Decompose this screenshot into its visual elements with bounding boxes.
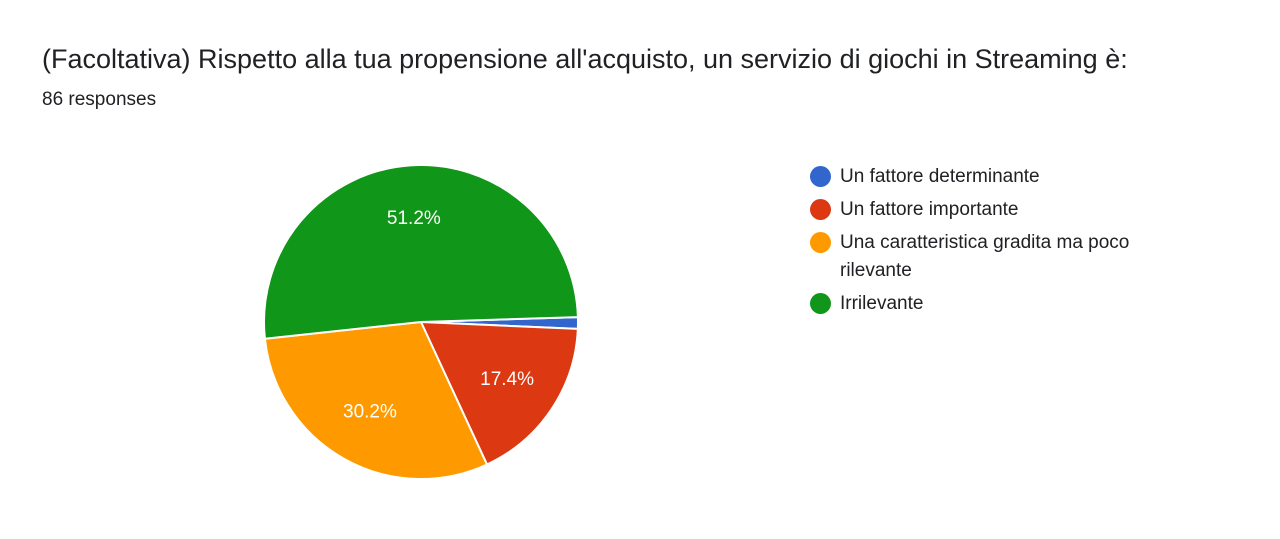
chart-title: (Facoltativa) Rispetto alla tua propensi…: [42, 44, 1128, 74]
legend-label: Irrilevante: [840, 293, 924, 314]
legend-swatch-icon: [810, 199, 831, 220]
slice-label-un-fattore-importante: 17.4%: [480, 369, 534, 390]
pie-slice-irrilevante[interactable]: [263, 164, 579, 340]
slice-label-irrilevante: 51.2%: [387, 208, 441, 229]
legend-label: Un fattore importante: [840, 199, 1019, 220]
legend-item-un-fattore-importante[interactable]: Un fattore importante: [810, 196, 1210, 224]
legend-swatch-icon: [810, 293, 831, 314]
legend-swatch-icon: [810, 166, 831, 187]
legend-swatch-icon: [810, 232, 831, 253]
legend-item-irrilevante[interactable]: Irrilevante: [810, 290, 1210, 318]
legend-item-un-fattore-determinante[interactable]: Un fattore determinante: [810, 163, 1210, 191]
response-count: 86 responses: [42, 89, 157, 110]
chart-legend: Un fattore determinante Un fattore import…: [810, 163, 1210, 323]
legend-label: Un fattore determinante: [840, 166, 1040, 187]
legend-item-una-caratteristica-gradita-ma-poco-rilevante[interactable]: Una caratteristica gradita ma poco rilev…: [810, 229, 1210, 285]
legend-label: Una caratteristica gradita ma poco rilev…: [840, 232, 1130, 281]
pie-chart: 17.4% 30.2% 51.2%: [263, 164, 579, 480]
pie-slice-un-fattore-importante[interactable]: [420, 321, 579, 466]
pie-slice-una-caratteristica-gradita-ma-poco-rilevante[interactable]: [263, 321, 488, 480]
slice-label-una-caratteristica-gradita-ma-poco-rilevante: 30.2%: [343, 402, 397, 423]
